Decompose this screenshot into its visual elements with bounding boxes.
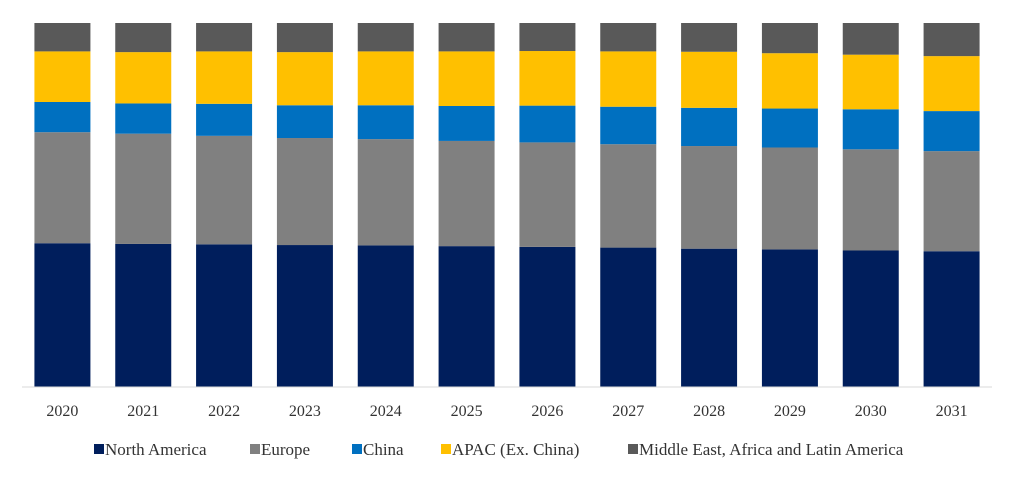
legend-label-north-america: North America [105,440,207,459]
bar-apac-ex-china-2031 [923,56,980,112]
bar-china-2027 [600,106,657,145]
bar-apac-ex-china-2023 [276,52,333,106]
bar-middle-east-africa-and-latin-america-2027 [600,23,657,52]
bar-europe-2028 [681,146,738,249]
bar-middle-east-africa-and-latin-america-2023 [276,23,333,53]
bar-apac-ex-china-2021 [115,52,172,104]
legend-label-europe: Europe [261,440,310,459]
bar-middle-east-africa-and-latin-america-2029 [761,23,818,54]
legend-swatch-north-america [94,444,104,454]
x-tick-label-2026: 2026 [531,403,563,420]
bar-europe-2022 [196,135,253,245]
legend-label-middle-east-africa-and-latin-america: Middle East, Africa and Latin America [639,440,904,459]
legend-label-china: China [363,440,404,459]
bar-europe-2025 [438,140,495,247]
bar-middle-east-africa-and-latin-america-2025 [438,23,495,52]
legend: North America Europe China APAC (Ex. China)… [94,440,904,459]
bar-china-2020 [34,101,91,133]
legend-swatch-apac-ex-china [441,444,451,454]
bar-china-2026 [519,105,576,143]
bar-north-america-2028 [681,248,738,387]
bar-apac-ex-china-2022 [196,51,253,104]
x-tick-label-2020: 2020 [46,403,78,420]
bar-middle-east-africa-and-latin-america-2024 [357,23,414,52]
x-tick-labels: 2020 2021 2022 2023 2024 2025 2026 2027 2028 2029… [46,403,967,420]
x-tick-label-2022: 2022 [208,403,240,420]
bar-europe-2021 [115,133,172,244]
x-tick-label-2027: 2027 [612,403,644,420]
bar-apac-ex-china-2029 [761,53,818,109]
x-tick-label-2029: 2029 [774,403,806,420]
x-tick-label-2025: 2025 [451,403,483,420]
bar-middle-east-africa-and-latin-america-2020 [34,23,91,52]
bar-north-america-2023 [276,245,333,387]
x-tick-label-2028: 2028 [693,403,725,420]
bar-china-2028 [681,107,738,147]
bar-china-2030 [842,109,899,150]
bars-layer [34,23,980,387]
bar-north-america-2029 [761,249,818,387]
bar-north-america-2024 [357,245,414,387]
bar-middle-east-africa-and-latin-america-2028 [681,23,738,52]
bar-middle-east-africa-and-latin-america-2031 [923,23,980,57]
bar-china-2029 [761,108,818,148]
legend-label-apac-ex-china: APAC (Ex. China) [452,440,579,459]
bar-middle-east-africa-and-latin-america-2022 [196,23,253,52]
x-tick-label-2031: 2031 [936,403,968,420]
bar-china-2022 [196,103,253,136]
legend-swatch-europe [250,444,260,454]
x-tick-label-2024: 2024 [370,403,402,420]
bar-middle-east-africa-and-latin-america-2030 [842,23,899,55]
x-tick-label-2021: 2021 [127,403,159,420]
legend-swatch-middle-east-africa-and-latin-america [628,444,638,454]
bar-europe-2020 [34,132,91,244]
bar-middle-east-africa-and-latin-america-2026 [519,23,576,52]
bar-north-america-2022 [196,244,253,387]
bar-apac-ex-china-2028 [681,51,738,108]
bar-china-2023 [276,105,333,139]
bar-north-america-2030 [842,250,899,387]
bar-north-america-2021 [115,243,172,387]
bar-north-america-2025 [438,246,495,387]
bar-apac-ex-china-2024 [357,51,414,106]
bar-apac-ex-china-2020 [34,51,91,102]
bar-china-2025 [438,105,495,141]
x-tick-label-2030: 2030 [855,403,887,420]
bar-north-america-2027 [600,247,657,387]
bar-middle-east-africa-and-latin-america-2021 [115,23,172,53]
bar-china-2021 [115,103,172,134]
bar-apac-ex-china-2026 [519,51,576,106]
bar-apac-ex-china-2027 [600,51,657,107]
bar-north-america-2031 [923,251,980,387]
bar-europe-2024 [357,139,414,246]
bar-apac-ex-china-2030 [842,54,899,110]
x-tick-label-2023: 2023 [289,403,321,420]
legend-swatch-china [352,444,362,454]
bar-china-2031 [923,111,980,152]
bar-north-america-2026 [519,246,576,387]
bar-europe-2029 [761,147,818,250]
bar-europe-2030 [842,149,899,251]
bar-china-2024 [357,105,414,140]
bar-apac-ex-china-2025 [438,51,495,106]
bar-europe-2023 [276,138,333,246]
bar-europe-2026 [519,142,576,247]
bar-europe-2031 [923,151,980,252]
bar-north-america-2020 [34,243,91,387]
bar-europe-2027 [600,144,657,248]
